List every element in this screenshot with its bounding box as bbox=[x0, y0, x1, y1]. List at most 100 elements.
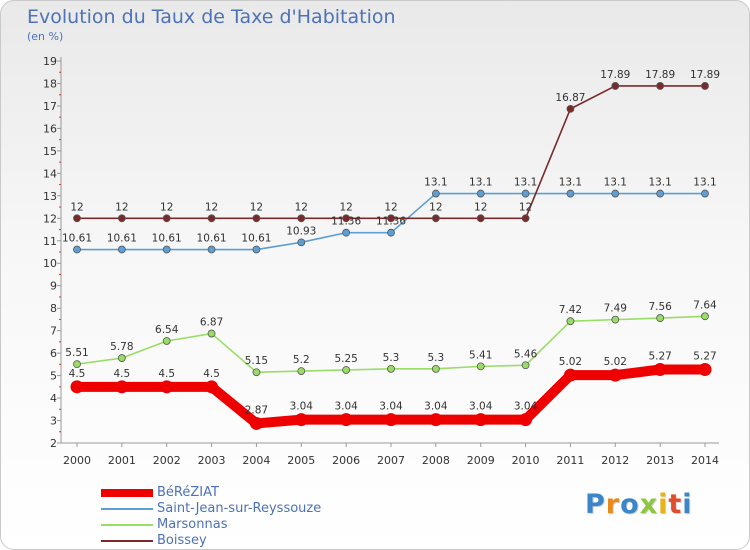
data-label: 12 bbox=[429, 201, 442, 213]
data-label: 5.46 bbox=[514, 348, 538, 360]
data-label: 12 bbox=[384, 201, 397, 213]
data-label: 7.56 bbox=[648, 301, 672, 313]
data-point bbox=[162, 245, 171, 254]
data-point bbox=[384, 413, 398, 427]
series-line bbox=[76, 85, 706, 220]
legend-item-saint-jean-sur-reyssouze[interactable]: Saint-Jean-sur-Reyssouze bbox=[101, 501, 421, 517]
legend-item-marsonnas[interactable]: Marsonnas bbox=[101, 517, 421, 533]
logo-letter: x bbox=[639, 489, 659, 520]
data-point bbox=[653, 363, 667, 377]
chart-legend: BéRéZIAT Saint-Jean-sur-Reyssouze Marson… bbox=[101, 485, 421, 549]
legend-label: Marsonnas bbox=[157, 517, 228, 532]
data-point bbox=[115, 380, 129, 394]
y-tick-label: 7 bbox=[50, 325, 57, 338]
data-label: 6.87 bbox=[200, 317, 223, 329]
data-point bbox=[701, 312, 709, 321]
data-point bbox=[117, 354, 126, 362]
legend-item-boissey[interactable]: Boissey bbox=[101, 533, 421, 549]
x-tick-label: 2013 bbox=[646, 454, 674, 467]
x-tick-label: 2007 bbox=[377, 454, 405, 467]
data-point bbox=[701, 189, 709, 198]
data-point bbox=[73, 360, 81, 369]
data-label: 12 bbox=[295, 201, 308, 213]
x-tick-label: 2008 bbox=[422, 454, 450, 467]
data-label: 13.1 bbox=[648, 177, 671, 189]
data-point bbox=[698, 363, 712, 377]
y-tick-label: 16 bbox=[43, 122, 57, 135]
data-point bbox=[608, 368, 622, 382]
data-label: 5.25 bbox=[334, 353, 357, 365]
data-label: 5.15 bbox=[245, 355, 268, 367]
data-point bbox=[566, 104, 575, 113]
x-tick-label: 2014 bbox=[691, 454, 719, 467]
data-point bbox=[611, 82, 620, 90]
logo-letter: t bbox=[668, 489, 683, 520]
data-label: 13.1 bbox=[559, 177, 582, 189]
data-label: 11.36 bbox=[376, 216, 406, 228]
data-label: 7.49 bbox=[604, 303, 627, 315]
y-tick-label: 2 bbox=[50, 437, 57, 450]
data-label: 5.41 bbox=[469, 349, 492, 361]
data-label: 5.27 bbox=[693, 351, 716, 363]
y-tick-label: 3 bbox=[50, 415, 57, 428]
data-point bbox=[117, 245, 126, 254]
y-tick-label: 5 bbox=[50, 370, 57, 383]
data-point bbox=[207, 329, 216, 338]
data-point bbox=[431, 364, 440, 373]
data-label: 12 bbox=[160, 201, 173, 213]
x-tick-label: 2011 bbox=[556, 454, 584, 467]
data-point bbox=[566, 189, 575, 198]
data-label: 4.5 bbox=[69, 368, 86, 380]
data-point bbox=[387, 364, 395, 373]
data-label: 10.93 bbox=[286, 225, 316, 237]
logo-letter: o bbox=[620, 489, 640, 520]
legend-label: BéRéZIAT bbox=[157, 485, 219, 500]
data-label: 3.04 bbox=[424, 401, 448, 413]
legend-label: Boissey bbox=[157, 533, 207, 548]
data-label: 5.3 bbox=[383, 352, 400, 364]
chart-title: Evolution du Taux de Taxe d'Habitation bbox=[27, 6, 396, 28]
data-point bbox=[297, 238, 306, 247]
data-point bbox=[476, 214, 485, 223]
data-label: 10.61 bbox=[62, 233, 92, 245]
x-tick-label: 2002 bbox=[153, 454, 181, 467]
legend-item-bereziat[interactable]: BéRéZIAT bbox=[101, 485, 421, 501]
data-point bbox=[70, 380, 84, 394]
data-label: 5.27 bbox=[648, 351, 671, 363]
data-label: 5.51 bbox=[65, 347, 88, 359]
data-label: 10.61 bbox=[152, 233, 182, 245]
x-tick-label: 2000 bbox=[63, 454, 91, 467]
data-label: 13.1 bbox=[424, 177, 447, 189]
data-point bbox=[205, 380, 219, 394]
data-label: 5.2 bbox=[293, 354, 310, 366]
data-point bbox=[387, 228, 395, 237]
y-tick-label: 14 bbox=[43, 167, 57, 180]
logo-letter: i bbox=[682, 489, 693, 520]
data-label: 5.3 bbox=[428, 352, 445, 364]
data-point bbox=[249, 416, 263, 430]
data-point bbox=[521, 214, 530, 223]
data-label: 13.1 bbox=[604, 177, 627, 189]
data-label: 12 bbox=[474, 201, 487, 213]
y-tick-label: 9 bbox=[50, 280, 57, 293]
data-point bbox=[294, 413, 308, 427]
data-point bbox=[431, 214, 440, 223]
data-label: 6.54 bbox=[155, 324, 179, 336]
data-point bbox=[252, 368, 261, 377]
data-label: 12 bbox=[250, 201, 263, 213]
data-point bbox=[611, 315, 620, 324]
data-label: 5.02 bbox=[604, 356, 627, 368]
data-label: 7.42 bbox=[559, 304, 582, 316]
data-point bbox=[431, 189, 440, 198]
x-tick-label: 2001 bbox=[108, 454, 136, 467]
data-label: 4.5 bbox=[158, 368, 175, 380]
data-point bbox=[387, 214, 395, 223]
data-label: 10.61 bbox=[107, 233, 137, 245]
data-label: 2.87 bbox=[245, 404, 268, 416]
data-point bbox=[207, 245, 216, 254]
y-tick-label: 11 bbox=[43, 235, 57, 248]
legend-swatch-bereziat bbox=[101, 489, 153, 497]
data-point bbox=[339, 413, 353, 427]
data-point bbox=[73, 245, 81, 254]
